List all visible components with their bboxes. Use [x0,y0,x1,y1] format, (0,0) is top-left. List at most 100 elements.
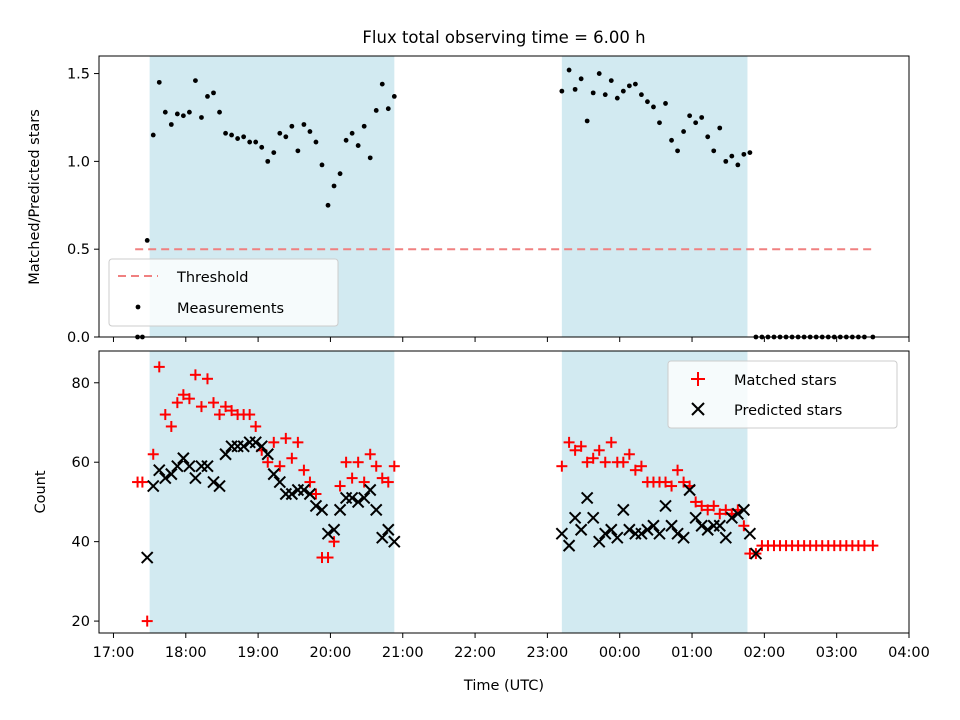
predicted-star-point [677,531,690,544]
measurement-point [205,93,210,99]
measurement-point [663,101,668,106]
predicted-star-point [599,527,612,540]
top-y-axis-label: Matched/Predicted stars [27,109,43,285]
measurement-point [199,115,204,120]
predicted-star-point [153,463,166,477]
top-legend: Threshold Measurements [108,258,339,327]
measurement-point [144,238,150,243]
observing-window-0 [149,351,395,633]
bottom-shading [149,351,748,633]
matched-star-point [696,500,708,512]
x-tick-label: 04:00 [888,645,930,661]
y-tick-label: 1.5 [67,67,90,83]
matched-star-point [171,397,183,409]
y-tick-label: 60 [72,455,90,471]
matched-star-point [159,409,171,421]
matched-star-point [334,480,346,492]
matched-star-point [183,393,195,405]
x-tick-label: 18:00 [165,645,207,661]
legend-measurements-swatch [135,304,141,310]
predicted-star-point [327,523,341,536]
predicted-star-point [562,539,576,552]
top-y-ticks: 0.0 0.5 1.0 1.5 [67,67,99,346]
measurement-point [620,88,626,94]
matched-star-point [250,420,262,432]
matched-star-point [226,405,238,417]
matched-star-point [280,432,292,444]
measurement-point [277,130,283,136]
measurement-point [168,122,174,127]
matched-star-point [262,456,274,468]
measurement-point [187,109,192,115]
predicted-star-point [207,475,220,489]
legend-matched-swatch [691,372,705,386]
measurement-point [584,118,590,124]
legend-measurements-label: Measurements [177,301,284,317]
predicted-star-point [580,491,594,505]
measurement-point [174,111,180,117]
bottom-legend: Matched stars Predicted stars [667,360,898,429]
measurement-point [717,125,723,131]
matched-star-point [672,464,684,476]
x-tick-label: 21:00 [382,645,424,661]
measurement-point [223,130,228,136]
predicted-star-point [363,483,377,497]
matched-star-point [153,361,165,373]
matched-star-point [738,520,750,532]
predicted-star-point [719,531,732,544]
matched-star-point [569,444,581,456]
matched-star-point [690,496,702,508]
x-tick-label: 20:00 [310,645,352,661]
matched-star-point [195,401,207,413]
matched-star-point [660,476,672,488]
predicted-star-point [171,459,184,473]
measurement-point [559,88,565,94]
predicted-star-point [147,479,160,493]
predicted-star-point [743,527,757,540]
matched-star-point [593,444,605,456]
measurement-point [301,122,307,127]
legend-predicted-swatch [691,402,705,416]
legend-threshold-label: Threshold [176,270,248,286]
predicted-star-point [309,499,323,513]
predicted-star-point [617,503,630,517]
predicted-star-point [574,523,588,536]
measurement-point [180,113,186,119]
measurement-point [150,132,156,138]
matched-star-point [286,452,298,464]
measurement-point [253,139,259,145]
predicted-star-point [665,519,678,532]
y-tick-label: 0.5 [67,242,90,258]
predicted-star-point [641,523,654,536]
measurement-point [283,134,289,140]
predicted-star-point [701,523,714,536]
measurement-point [235,136,241,141]
matched-star-point [268,436,280,448]
matched-star-point [364,448,376,460]
predicted-star-point [713,519,726,532]
predicted-star-point [370,503,383,517]
x-tick-label: 22:00 [454,645,496,661]
matched-star-point [322,552,334,564]
predicted-star-point [731,507,745,521]
measurement-point [379,81,385,87]
bottom-panel: 20 40 60 80 17:00 18:00 19:00 20:00 21:00 22:00 2… [33,350,930,694]
predicted-star-point [303,487,317,501]
y-tick-label: 80 [72,376,90,392]
measurement-point [241,134,247,140]
predicted-star-point [737,503,751,517]
matched-star-point [340,456,352,468]
measurement-point [319,162,325,168]
measurement-point [669,137,674,143]
matched-star-point [617,456,629,468]
measurement-point [217,109,222,115]
x-axis-label: Time (UTC) [463,678,544,694]
predicted-star-point [345,491,359,505]
measurement-point [211,90,216,96]
y-tick-label: 1.0 [67,154,90,170]
matched-star-point [376,472,388,484]
top-legend-box [108,258,339,327]
matched-star-point [208,397,220,409]
matched-star-point [358,476,370,488]
